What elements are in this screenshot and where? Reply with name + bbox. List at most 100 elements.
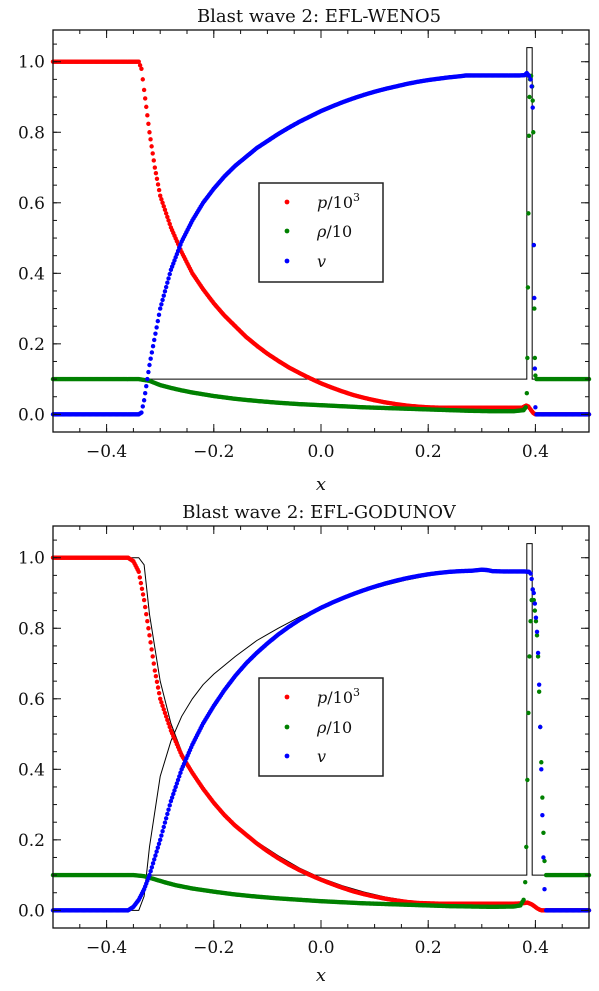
data-point [160, 829, 165, 834]
y-tick-label: 0.0 [18, 405, 45, 425]
data-point [141, 597, 147, 603]
data-point [150, 861, 156, 866]
y-tick-label: 0.6 [18, 690, 45, 710]
data-point [160, 297, 165, 303]
x-tick-label: −0.4 [86, 442, 127, 462]
legend: p/103 ρ/10 v [258, 677, 384, 777]
data-point [139, 586, 145, 591]
data-point [148, 868, 153, 874]
data-point [530, 105, 535, 110]
data-point [530, 98, 535, 103]
data-point [178, 770, 183, 776]
legend-marker-velocity [284, 258, 290, 264]
chart-weno5: Blast wave 2: EFL-WENO5 −0.4 −0.2 0.0 0.2 0.… [18, 6, 592, 495]
data-point [150, 151, 155, 156]
data-point [524, 391, 530, 396]
data-point [167, 803, 172, 808]
data-point [146, 369, 151, 375]
data-point [528, 571, 533, 576]
data-layer [50, 555, 592, 913]
series-density [50, 73, 592, 414]
data-point [532, 306, 537, 311]
data-point [166, 721, 171, 726]
data-point [526, 73, 532, 79]
data-point [146, 121, 151, 127]
data-point [538, 724, 543, 730]
data-point [159, 700, 164, 705]
data-point [534, 629, 540, 634]
y-tick-label: 0.2 [18, 831, 45, 851]
data-point [149, 647, 154, 652]
y-tick-label: 0.8 [18, 123, 45, 143]
data-point [160, 703, 165, 709]
data-point [162, 207, 168, 213]
data-point [153, 674, 159, 679]
data-point [155, 318, 161, 324]
legend-label-density: ρ/10 [316, 222, 352, 241]
data-point [147, 872, 152, 878]
data-point [154, 325, 159, 330]
data-point [158, 696, 163, 701]
x-tick-label: −0.2 [193, 442, 234, 462]
data-point [175, 777, 181, 783]
y-tick-label: 0.8 [18, 619, 45, 639]
legend-label-pressure: p/103 [317, 191, 360, 212]
data-point [525, 285, 531, 290]
data-point [148, 356, 153, 361]
data-point [527, 94, 532, 100]
data-point [154, 176, 160, 182]
data-point [149, 350, 155, 355]
data-point [533, 405, 538, 410]
data-point [159, 197, 164, 202]
x-tick-label: 0.0 [307, 442, 334, 462]
data-point [526, 211, 531, 216]
data-point [154, 849, 159, 854]
data-point [521, 897, 526, 902]
data-point [173, 784, 178, 790]
legend-marker-pressure [284, 694, 290, 700]
series-density [50, 587, 592, 910]
data-point [137, 575, 143, 580]
data-point [140, 404, 145, 409]
data-point [139, 66, 144, 71]
x-axis-label: x [316, 965, 326, 986]
data-point [532, 295, 537, 301]
legend-label-density: ρ/10 [316, 718, 352, 737]
x-tick-label: 0.2 [415, 442, 442, 462]
data-point [138, 580, 144, 586]
data-point [524, 844, 529, 850]
data-point [159, 302, 164, 307]
data-point [169, 795, 175, 800]
data-point [156, 841, 162, 846]
data-point [144, 611, 149, 617]
data-point [145, 113, 150, 118]
data-point [167, 724, 172, 730]
data-point [172, 788, 177, 793]
data-point [541, 855, 546, 860]
data-point [526, 710, 531, 716]
data-point [542, 887, 547, 892]
y-tick-label: 0.0 [18, 901, 45, 921]
data-point [531, 242, 536, 248]
x-tick-label: 0.4 [522, 938, 549, 958]
data-point [144, 104, 149, 110]
data-point [148, 137, 153, 142]
data-point [150, 343, 156, 349]
data-point [171, 791, 176, 797]
data-point [141, 87, 147, 93]
y-tick-label: 0.6 [18, 194, 45, 214]
data-point [147, 130, 152, 135]
data-point [149, 865, 155, 870]
data-point [146, 626, 151, 631]
data-point [168, 798, 174, 804]
data-point [533, 373, 538, 378]
legend-marker-pressure [284, 199, 290, 205]
legend-label-velocity: v [317, 747, 326, 766]
data-point [145, 619, 150, 624]
data-point [152, 337, 157, 343]
data-point [163, 714, 169, 719]
data-point [535, 654, 541, 659]
exact-density-line [53, 543, 589, 876]
data-point [533, 615, 539, 620]
data-point [141, 398, 147, 403]
